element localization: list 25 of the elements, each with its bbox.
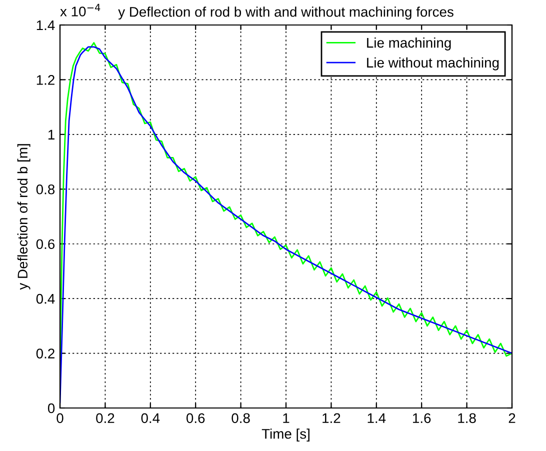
y-tick-label: 1 (48, 130, 54, 140)
text: x 10$^{−4}$ (60, 4, 100, 16)
x-tick-label: 1.2 (322, 413, 340, 423)
legend-label: Lie without machining (367, 57, 499, 70)
y-tick-label: 0.4 (36, 294, 55, 304)
x-tick-label: 0 (56, 413, 64, 424)
x-axis-title: Time [s] (262, 428, 310, 442)
chart-title: y Deflection of rod b with and without machining forces (118, 6, 454, 20)
x-tick-label: 0.4 (141, 413, 160, 424)
legend-label: Lie machining (367, 38, 451, 50)
x-tick-label: 1.8 (458, 413, 476, 424)
y-tick-label: 0.8 (36, 184, 55, 194)
y-axis-title: y Deflection of rod b [m] (17, 144, 30, 290)
y-tick-label: 1.2 (36, 75, 54, 85)
x-tick-label: 0.2 (96, 413, 114, 424)
y-tick-label: 0.2 (36, 348, 54, 358)
y-tick-label: 0.6 (36, 239, 55, 250)
x-tick-label: 1.4 (368, 413, 386, 423)
x-tick-label: 0.8 (232, 413, 250, 424)
x-tick-label: 1.6 (413, 413, 431, 424)
x-tick-label: 2 (508, 413, 516, 423)
y-tick-label: 1.4 (36, 20, 55, 30)
x-tick-label: 0.6 (186, 413, 205, 424)
y-tick-label: 0 (48, 403, 55, 414)
x-tick-label: 1 (283, 413, 290, 423)
